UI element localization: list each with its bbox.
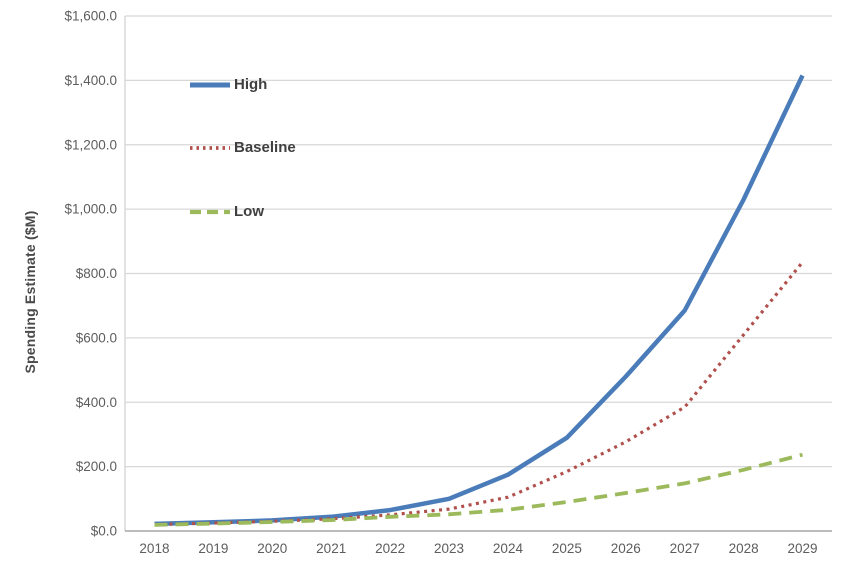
x-tick-label: 2028 [729,541,759,556]
y-tick-label: $400.0 [76,395,117,410]
x-tick-label: 2023 [434,541,464,556]
x-tick-label: 2026 [611,541,641,556]
x-tick-label: 2019 [198,541,228,556]
x-tick-label: 2029 [788,541,818,556]
x-tick-label: 2027 [670,541,700,556]
x-tick-label: 2020 [257,541,287,556]
y-tick-label: $600.0 [76,330,117,345]
y-tick-label: $1,400.0 [64,73,117,88]
y-tick-label: $1,200.0 [64,137,117,152]
x-tick-label: 2024 [493,541,524,556]
y-tick-label: $1,000.0 [64,202,117,217]
y-tick-label: $200.0 [76,459,117,474]
x-tick-label: 2021 [316,541,346,556]
y-axis-title: Spending Estimate ($M) [22,210,38,374]
y-tick-label: $1,600.0 [64,9,117,24]
series-baseline-line [154,261,804,527]
x-tick-label: 2025 [552,541,582,556]
y-tick-label: $0.0 [91,524,117,539]
x-tick-label: 2018 [139,541,169,556]
series-high-line [154,74,805,527]
series-low-line [154,452,803,527]
y-tick-label: $800.0 [76,266,117,281]
x-tick-label: 2022 [375,541,405,556]
